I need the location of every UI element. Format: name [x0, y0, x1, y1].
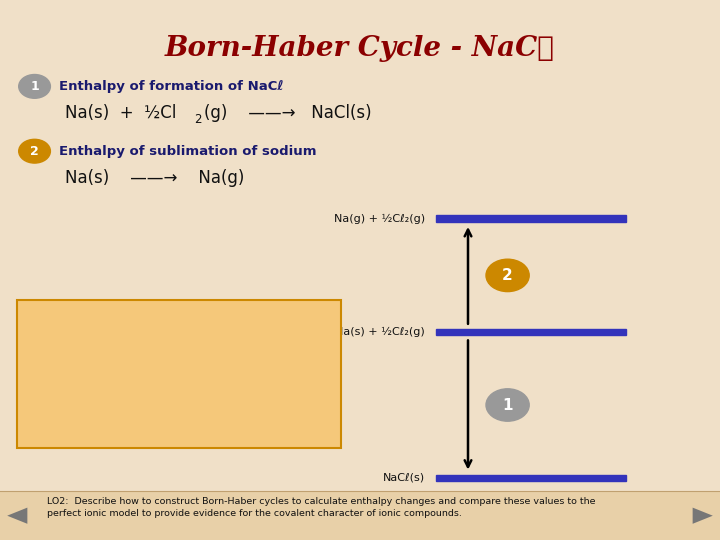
Text: VALUE = + 108 kJ mol⁻¹: VALUE = + 108 kJ mol⁻¹: [91, 421, 266, 434]
Text: 2: 2: [30, 145, 39, 158]
Bar: [436, 215, 626, 222]
FancyBboxPatch shape: [17, 300, 341, 448]
Bar: [0, 491, 720, 540]
Text: Enthalpy of formation of NaCℓ: Enthalpy of formation of NaCℓ: [59, 80, 284, 93]
Text: Na(s)  +  ½Cl: Na(s) + ½Cl: [65, 104, 176, 123]
Circle shape: [19, 139, 50, 163]
Bar: [436, 329, 626, 335]
Text: LO2:  Describe how to construct Born-Haber cycles to calculate enthalpy changes : LO2: Describe how to construct Born-Habe…: [47, 497, 595, 518]
Text: Enthalpy of sublimation of sodium: Enthalpy of sublimation of sodium: [59, 145, 317, 158]
Polygon shape: [693, 508, 713, 524]
Text: 1: 1: [30, 80, 39, 93]
Text: Na(s) + ½Cℓ₂(g): Na(s) + ½Cℓ₂(g): [335, 327, 425, 337]
Text: This is an endothermic process.
Energy is needed to separate the
atoms.  Sublima: This is an endothermic process. Energy i…: [33, 312, 243, 382]
Text: Na(g) + ½Cℓ₂(g): Na(g) + ½Cℓ₂(g): [333, 214, 425, 224]
Circle shape: [486, 259, 529, 292]
Circle shape: [486, 389, 529, 421]
Text: Na(s)    ——→    Na(g): Na(s) ——→ Na(g): [65, 169, 244, 187]
Text: 1: 1: [503, 397, 513, 413]
Text: NaCℓ(s): NaCℓ(s): [382, 473, 425, 483]
Circle shape: [19, 75, 50, 98]
Text: 2: 2: [194, 113, 202, 126]
Text: (g)    ——→   NaCl(s): (g) ——→ NaCl(s): [204, 104, 372, 123]
Polygon shape: [7, 508, 27, 524]
Text: Born-Haber Cycle - NaCℓ: Born-Haber Cycle - NaCℓ: [165, 35, 555, 62]
Text: 2: 2: [503, 268, 513, 283]
Bar: [436, 475, 626, 481]
